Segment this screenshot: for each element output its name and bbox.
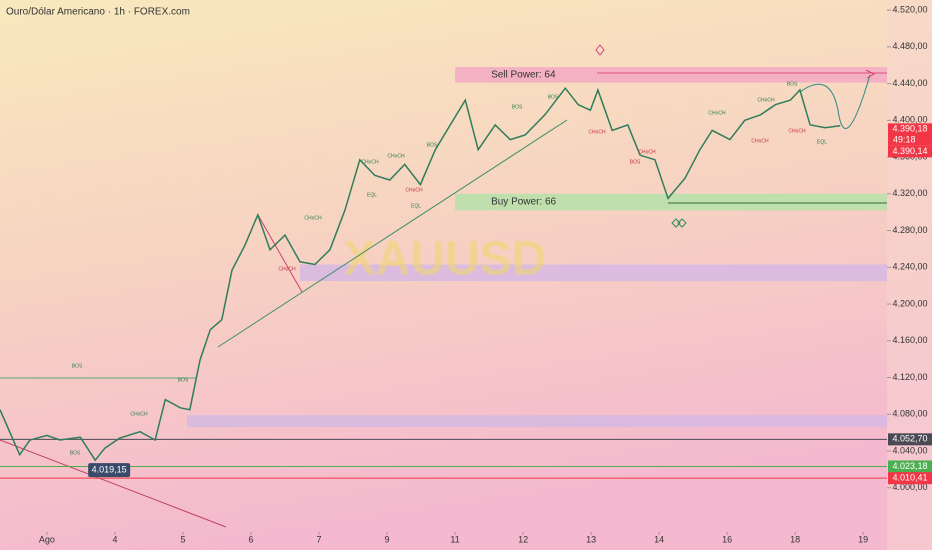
y-tick-label: 4.120,00 — [892, 372, 927, 382]
y-tick-label: 4.240,00 — [892, 262, 927, 272]
price-tag — [888, 145, 932, 158]
trend-line — [0, 439, 227, 528]
structure-label: CHoCH — [387, 153, 405, 159]
structure-label: CHoCH — [304, 215, 322, 221]
x-tick-label: 18 — [790, 534, 800, 544]
zone — [455, 193, 887, 211]
x-tick-label: 16 — [722, 534, 732, 544]
zone-label: Sell Power: 64 — [491, 70, 556, 81]
price-tag-label: 4.052,70 — [892, 434, 927, 444]
x-tick-label: 6 — [248, 534, 253, 544]
x-tick-label: 14 — [654, 534, 664, 544]
price-tag — [888, 460, 932, 473]
y-tick-label: 4.080,00 — [892, 409, 927, 419]
projection-path — [799, 74, 871, 130]
x-tick-label: 12 — [518, 534, 528, 544]
structure-label: CHoCH — [130, 411, 148, 417]
y-tick-label: 4.280,00 — [892, 225, 927, 235]
price-tag-label: 4.023,18 — [892, 461, 927, 471]
structure-label: EQL — [411, 203, 421, 209]
x-tick-label: 11 — [450, 534, 459, 544]
diamond-icon — [671, 218, 687, 228]
x-tick-label: 7 — [317, 534, 322, 544]
y-tick-label: 4.400,00 — [892, 115, 927, 125]
zone-label: Buy Power: 66 — [491, 197, 556, 208]
structure-label: CHoCH — [278, 266, 296, 272]
watermark: XAUUSD — [344, 233, 547, 286]
y-tick-label: 4.040,00 — [892, 445, 927, 455]
projection-arrow — [865, 69, 876, 79]
structure-label: BOS — [787, 81, 798, 87]
structure-label: CHoCH — [361, 159, 379, 165]
y-tick-label: 4.000,00 — [892, 482, 927, 492]
structure-label: CHoCH — [405, 187, 423, 193]
y-tick-label: 4.480,00 — [892, 41, 927, 51]
price-tag-label: 4.390,14 — [892, 146, 927, 156]
arrow-line — [257, 214, 303, 293]
structure-label: CHoCH — [588, 129, 606, 135]
price-tag-label: 4.390,18 — [892, 124, 927, 134]
x-tick-label: 13 — [586, 534, 596, 544]
y-tick-label: 4.200,00 — [892, 298, 927, 308]
chart-title: Ouro/Dólar Americano · 1h · FOREX.com — [6, 7, 190, 18]
structure-label: BOS — [72, 363, 83, 369]
y-tick-label: 4.160,00 — [892, 335, 927, 345]
structure-label: BOS — [548, 94, 559, 100]
y-tick-label: 4.320,00 — [892, 188, 927, 198]
zone — [299, 264, 887, 282]
structure-label: CHoCH — [708, 110, 726, 116]
x-tick-label: 9 — [385, 534, 390, 544]
x-tick-label: 19 — [858, 534, 868, 544]
structure-label: EQL — [817, 139, 827, 145]
price-line-series — [0, 86, 841, 462]
diamond-icon — [595, 44, 605, 56]
y-axis-panel — [887, 0, 932, 550]
structure-label: CHoCH — [638, 149, 656, 155]
y-tick-label: 4.520,00 — [892, 4, 927, 14]
zone — [455, 67, 887, 83]
price-tag-label: 4.010,41 — [892, 473, 927, 483]
x-tick-label: Ago — [39, 534, 55, 544]
countdown: 49:18 — [893, 135, 916, 145]
price-tag — [888, 472, 932, 485]
zone — [187, 415, 887, 428]
structure-label: CHoCH — [751, 138, 769, 144]
price-tag — [888, 123, 932, 136]
structure-label: BOS — [178, 377, 189, 383]
x-tick-label: 5 — [180, 534, 185, 544]
structure-label: CHoCH — [757, 97, 775, 103]
structure-label: CHoCH — [788, 128, 806, 134]
y-tick-label: 4.440,00 — [892, 78, 927, 88]
structure-label: BOS — [70, 450, 81, 456]
x-tick-label: 4 — [112, 534, 117, 544]
low-label-box — [88, 463, 131, 478]
structure-label: BOS — [427, 142, 438, 148]
structure-label: EQL — [367, 192, 377, 198]
structure-label: BOS — [512, 104, 523, 110]
price-tag — [888, 433, 932, 446]
structure-label: BOS — [630, 159, 641, 165]
low-label: 4.019,15 — [92, 465, 127, 475]
countdown-box — [888, 134, 932, 146]
trend-line — [217, 119, 568, 348]
